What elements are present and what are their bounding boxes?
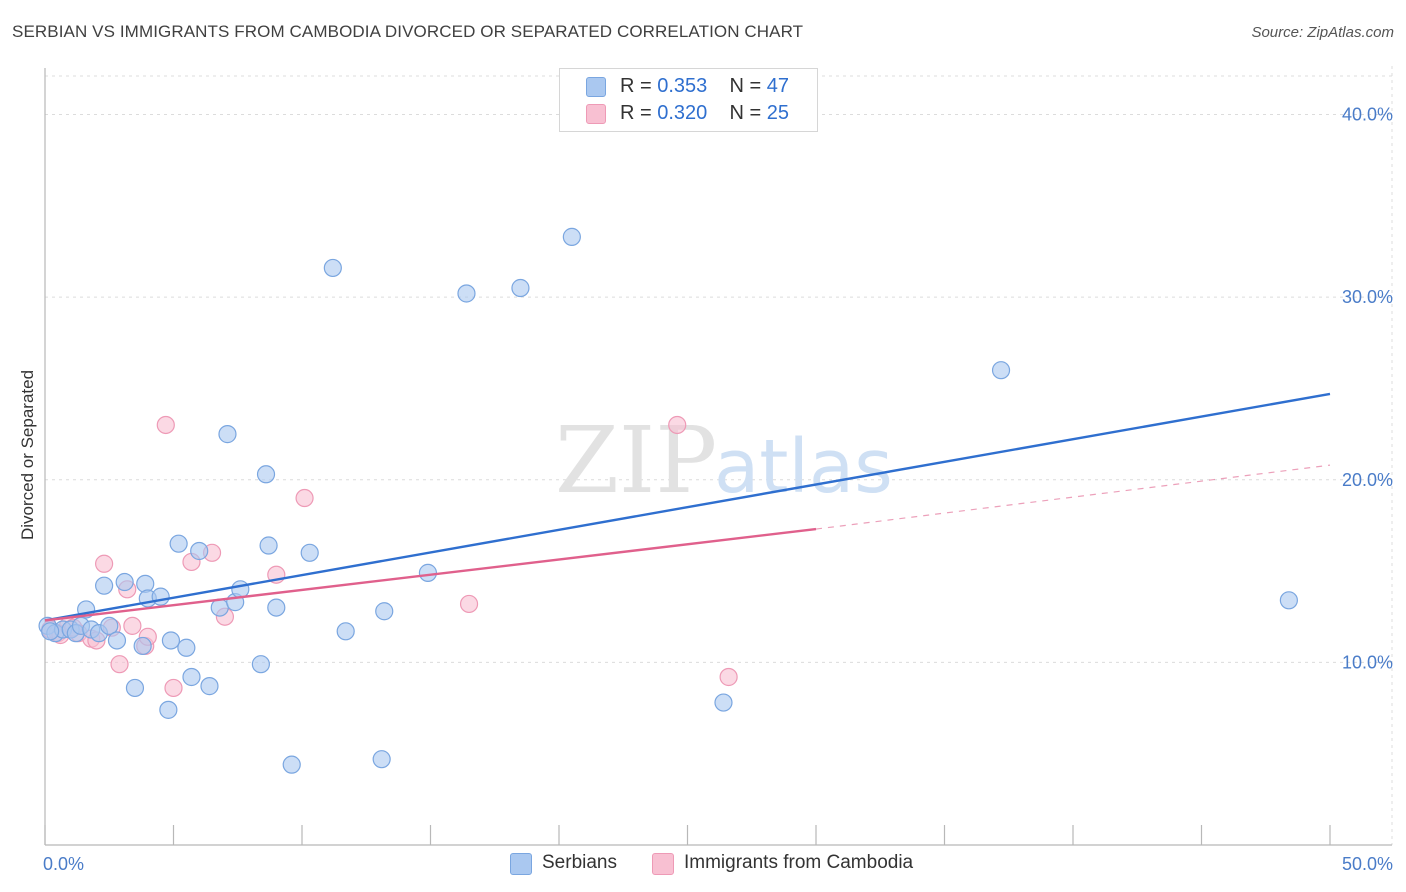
cambodia-point	[459, 594, 479, 614]
serbians-point	[159, 700, 178, 719]
serbians-point	[256, 465, 276, 484]
r-label: R =	[620, 102, 652, 124]
source-credit: Source: ZipAtlas.com	[1251, 24, 1394, 41]
serbians-point	[100, 616, 119, 635]
r-value-serbians: 0.353	[657, 75, 708, 97]
n-label: N =	[729, 75, 762, 97]
correlation-legend: R = 0.353 N = 47 R = 0.320 N = 25	[559, 68, 818, 132]
tick-labels: 10.0% 20.0% 30.0% 40.0% 0.0% 50.0%	[43, 105, 1393, 874]
cambodia-point	[295, 488, 314, 508]
serbians-point	[991, 361, 1011, 380]
serbians-point	[251, 655, 270, 674]
serbians-point	[323, 258, 342, 278]
serbians-point	[267, 598, 286, 617]
serbians-point	[562, 227, 581, 246]
cambodia-trend-line	[815, 464, 1331, 530]
y-tick-label: 20.0%	[1342, 470, 1393, 490]
cambodia-trend-line	[44, 527, 817, 622]
y-tick-label: 40.0%	[1342, 105, 1393, 125]
r-label: R =	[620, 75, 652, 97]
serbians-point	[182, 667, 201, 687]
trend-lines	[44, 392, 1331, 622]
serbians-point	[210, 598, 229, 617]
serbians-point	[282, 755, 301, 774]
r-value-cambodia: 0.320	[657, 102, 708, 124]
cambodia-point	[719, 667, 738, 687]
serbians-point	[418, 563, 438, 582]
n-label: N =	[729, 102, 762, 124]
serbians-point	[41, 622, 60, 641]
serbians-bottom-label: Serbians	[542, 852, 617, 873]
serbians-point	[125, 678, 145, 698]
cambodia-bottom-swatch	[652, 853, 674, 875]
cambodia-point	[156, 415, 175, 435]
watermark-zip: ZIP	[555, 407, 717, 514]
serbians-point	[200, 677, 219, 696]
serbians-point	[300, 543, 319, 562]
serbians-point	[231, 580, 250, 599]
serbians-points	[38, 227, 1298, 774]
serbians-point	[375, 602, 394, 621]
serbians-point	[259, 536, 278, 555]
chart-title: SERBIAN VS IMMIGRANTS FROM CAMBODIA DIVO…	[12, 22, 804, 41]
serbians-point	[95, 576, 114, 595]
y-tick-label: 30.0%	[1342, 287, 1393, 307]
serbians-point	[177, 638, 196, 657]
y-tick-label: 10.0%	[1342, 652, 1393, 672]
serbians-point	[190, 541, 209, 561]
axes	[44, 68, 1392, 846]
n-value-serbians: 47	[766, 75, 790, 97]
serbians-swatch	[586, 77, 606, 97]
legend-text-serbians: R = 0.353 N = 47	[620, 75, 789, 98]
cambodia-point	[123, 616, 142, 635]
cambodia-swatch	[586, 104, 606, 124]
serbians-point	[511, 278, 530, 298]
n-value-cambodia: 25	[766, 102, 790, 124]
serbians-point	[218, 425, 237, 444]
zipatlas-watermark: ZIP atlas	[555, 407, 893, 514]
cambodia-bottom-label: Immigrants from Cambodia	[684, 852, 914, 873]
legend-text-cambodia: R = 0.320 N = 25	[620, 102, 789, 125]
serbians-point	[169, 534, 188, 553]
serbians-point	[161, 631, 181, 650]
serbians-point	[107, 631, 127, 650]
serbians-bottom-swatch	[510, 853, 532, 875]
serbians-point	[133, 636, 152, 656]
serbians-point	[336, 622, 355, 641]
x-tick-label: 50.0%	[1342, 854, 1393, 874]
serbians-point	[151, 587, 170, 606]
serbians-trend-line	[44, 392, 1331, 622]
cambodia-point	[110, 655, 129, 674]
cambodia-point	[95, 554, 114, 573]
cambodia-point	[164, 678, 183, 698]
serbians-point	[372, 750, 391, 769]
serbians-point	[115, 572, 134, 592]
watermark-atlas: atlas	[714, 424, 893, 510]
serbians-point	[457, 284, 476, 303]
serbians-point	[714, 693, 733, 712]
x-tick-label: 0.0%	[43, 854, 84, 874]
serbians-point	[1279, 591, 1298, 610]
cambodia-point	[668, 415, 687, 435]
